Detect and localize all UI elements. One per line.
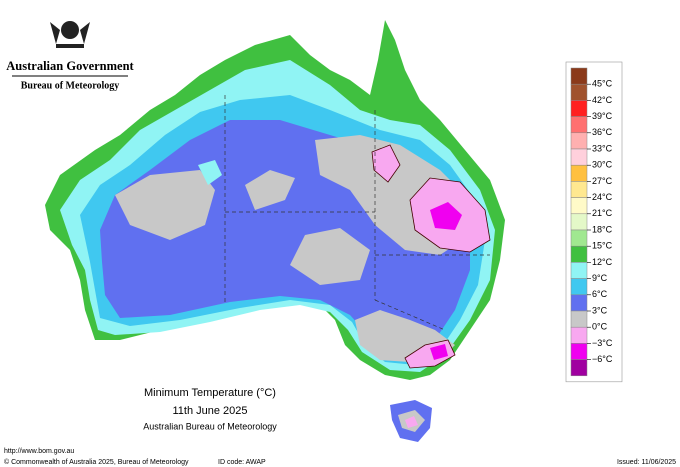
legend-swatch bbox=[570, 67, 588, 85]
legend-label: 27°C bbox=[592, 176, 613, 186]
australia bbox=[45, 20, 505, 380]
legend-swatch bbox=[570, 83, 588, 101]
legend-label: 36°C bbox=[592, 127, 613, 137]
legend-frame bbox=[565, 61, 623, 383]
crest bbox=[50, 21, 90, 48]
legend-swatch bbox=[570, 164, 588, 182]
legend-label: 18°C bbox=[592, 224, 613, 234]
legend-label: 15°C bbox=[592, 241, 613, 251]
agency: Bureau of Meteorology bbox=[21, 80, 120, 91]
legend-label: 39°C bbox=[592, 111, 613, 121]
legend-swatch bbox=[570, 359, 588, 377]
legend-swatch bbox=[570, 310, 588, 328]
legend-swatch bbox=[570, 197, 588, 215]
legend-label: 33°C bbox=[592, 143, 613, 153]
legend-label: 0°C bbox=[592, 322, 608, 332]
legend-label: 9°C bbox=[592, 273, 608, 283]
legend-swatch bbox=[570, 132, 588, 150]
legend: 45°C 42°C 39°C 36°C 33°C 30°C 27°C 24°C 21°C 18°C… bbox=[565, 61, 623, 383]
legend-label: 6°C bbox=[592, 289, 608, 299]
map-source: Australian Bureau of Meteorology bbox=[143, 421, 277, 431]
tasmania bbox=[390, 400, 432, 442]
footer-issued: Issued: 11/06/2025 bbox=[617, 459, 676, 466]
legend-label: 12°C bbox=[592, 257, 613, 267]
legend-label: −6°C bbox=[592, 354, 613, 364]
legend-swatch bbox=[570, 229, 588, 247]
legend-label: −3°C bbox=[592, 338, 613, 348]
legend-label: 30°C bbox=[592, 160, 613, 170]
legend-swatch bbox=[570, 213, 588, 231]
legend-label: 45°C bbox=[592, 79, 613, 89]
government: Australian Government bbox=[6, 59, 134, 73]
state-borders bbox=[224, 95, 490, 331]
legend-label: 21°C bbox=[592, 208, 613, 218]
legend-label: 42°C bbox=[592, 95, 613, 105]
legend-swatch bbox=[570, 294, 588, 312]
footer-copyright: © Commonwealth of Australia 2025, Bureau… bbox=[4, 458, 189, 466]
legend-swatch bbox=[570, 148, 588, 166]
legend-swatch bbox=[570, 245, 588, 263]
legend-swatch bbox=[570, 326, 588, 344]
legend-label: 24°C bbox=[592, 192, 613, 202]
footer-id: ID code: AWAP bbox=[218, 459, 266, 466]
map-title: Minimum Temperature (°C) bbox=[144, 387, 276, 399]
legend-swatch bbox=[570, 116, 588, 134]
legend-swatch bbox=[570, 262, 588, 279]
map-date: 11th June 2025 bbox=[172, 405, 247, 417]
legend-swatch bbox=[570, 278, 588, 296]
footer-url: http://www.bom.gov.au bbox=[4, 448, 74, 455]
legend-label: 3°C bbox=[592, 305, 608, 315]
legend-swatch bbox=[570, 181, 588, 198]
legend-swatch bbox=[570, 343, 588, 360]
legend-swatch bbox=[570, 100, 588, 117]
